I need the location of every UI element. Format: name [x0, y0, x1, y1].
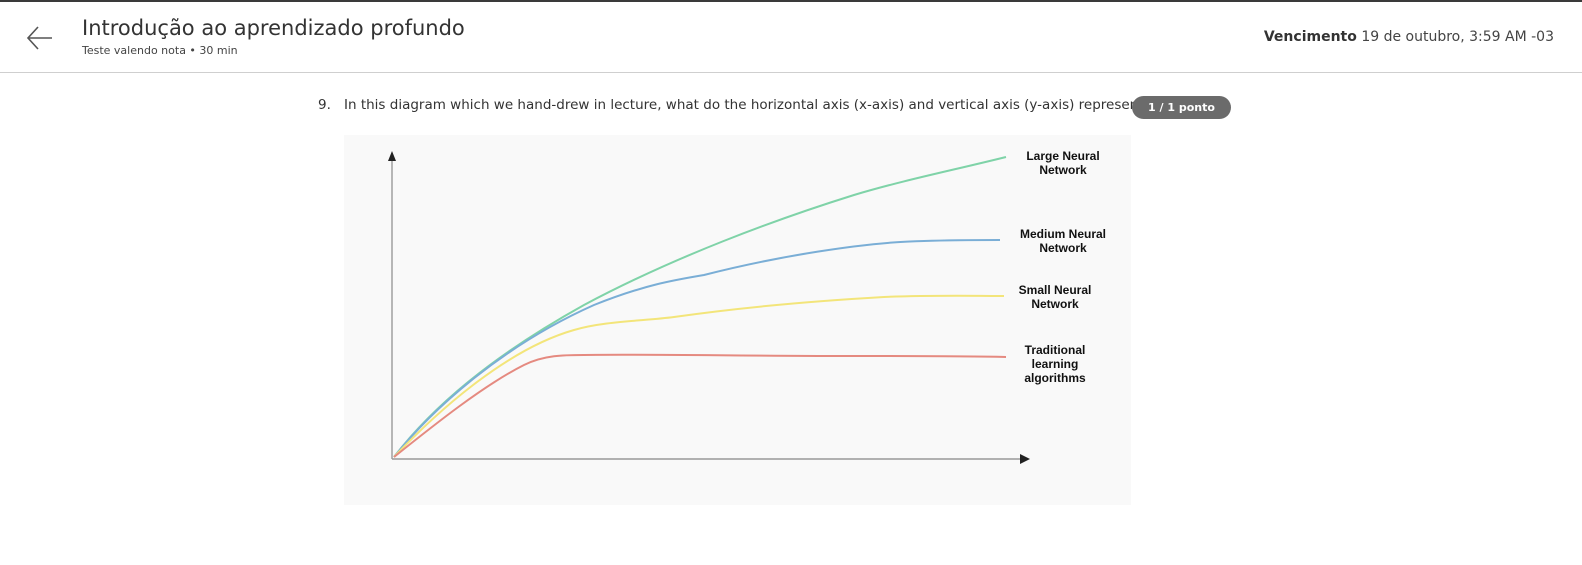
large-network-curve: [393, 156, 1007, 458]
back-button[interactable]: [22, 22, 58, 54]
question-diagram: Large Neural Network Medium Neural Netwo…: [344, 135, 1131, 505]
question-number: 9.: [318, 97, 331, 113]
page-subtitle: Teste valendo nota • 30 min: [82, 44, 238, 57]
x-axis-arrowhead: [1020, 454, 1030, 464]
due-date: Vencimento 19 de outubro, 3:59 AM -03: [1264, 29, 1554, 45]
traditional-curve: [393, 353, 1007, 458]
y-axis-arrowhead: [388, 151, 396, 161]
page-title: Introdução ao aprendizado profundo: [82, 16, 465, 40]
label-large-network: Large Neural Network: [1026, 149, 1100, 177]
label-small-network: Small Neural Network: [1018, 283, 1092, 311]
small-network-curve: [393, 294, 1005, 458]
medium-network-curve: [393, 239, 1001, 458]
diagram-plot: [388, 151, 1030, 464]
top-border: [0, 0, 1582, 2]
arrow-left-icon: [26, 26, 52, 50]
label-traditional: Traditional learning algorithms: [1024, 343, 1086, 385]
due-value: 19 de outubro, 3:59 AM -03: [1361, 29, 1554, 45]
due-label: Vencimento: [1263, 29, 1357, 45]
header: Introdução ao aprendizado profundo Teste…: [0, 2, 1582, 73]
label-medium-network: Medium Neural Network: [1019, 227, 1106, 255]
points-badge: 1 / 1 ponto: [1132, 96, 1231, 119]
question-text: In this diagram which we hand-drew in le…: [344, 97, 1151, 113]
